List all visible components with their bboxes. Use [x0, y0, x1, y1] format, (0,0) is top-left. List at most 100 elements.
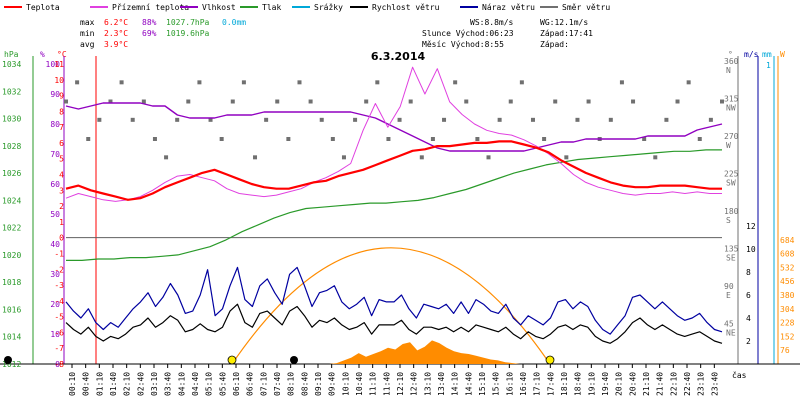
x-tick-label: 15:10 [478, 372, 487, 396]
direction-point [419, 155, 424, 160]
direction-point [175, 117, 180, 122]
x-tick-label: 01:40 [109, 372, 118, 396]
dir-tick-label: 90 [724, 282, 734, 291]
x-tick-label: 18:10 [560, 372, 569, 396]
x-tick-label: 00:10 [68, 372, 77, 396]
direction-point [130, 117, 135, 122]
legend-label: Teplota [26, 3, 60, 12]
hpa-tick-label: 1018 [2, 278, 21, 287]
x-tick-label: 19:10 [587, 372, 596, 396]
ms-tick-label: 10 [746, 245, 756, 254]
temp-tick-label: 9 [59, 92, 64, 101]
direction-point [241, 80, 246, 85]
x-tick-label: 19:40 [601, 372, 610, 396]
ms-tick-label: 2 [746, 337, 751, 346]
dir-tick-label: 315 [724, 95, 739, 104]
dir-name-label: SW [726, 179, 736, 188]
direction-point [697, 137, 702, 141]
x-tick-label: 14:10 [451, 372, 460, 396]
x-tick-label: 22:10 [669, 372, 678, 396]
direction-point [619, 80, 624, 85]
series-line-teplota [65, 140, 722, 201]
direction-point [386, 137, 391, 141]
temp-tick-label: -4 [54, 297, 64, 306]
hpa-tick-label: 1034 [2, 60, 21, 69]
direction-point [519, 80, 524, 85]
legend-label: Tlak [262, 3, 281, 12]
x-tick-label: 16:10 [505, 372, 514, 396]
direction-point [720, 99, 724, 104]
direction-point [408, 99, 413, 104]
ms-tick-label: 6 [746, 291, 751, 300]
direction-point [375, 80, 380, 85]
hpa-tick-label: 1022 [2, 224, 21, 233]
direction-point [141, 99, 146, 104]
x-tick-label: 14:40 [464, 372, 473, 396]
line-series [65, 66, 723, 344]
direction-point [453, 80, 458, 85]
dir-name-label: E [726, 291, 731, 300]
x-tick-label: 03:10 [150, 372, 159, 396]
direction-point [653, 155, 658, 160]
x-tick-label: 18:40 [574, 372, 583, 396]
dir-tick-label: 225 [724, 170, 739, 179]
direction-point [542, 137, 547, 141]
direction-point [364, 99, 369, 104]
hpa-tick-label: 1026 [2, 169, 21, 178]
temp-tick-label: -7 [54, 344, 64, 353]
direction-point [553, 99, 558, 104]
direction-point [197, 80, 202, 85]
direction-point [530, 117, 535, 122]
temp-tick-label: -6 [54, 328, 64, 337]
stat-moon-set: Západ: [540, 40, 569, 49]
direction-point [208, 117, 213, 122]
direction-point [575, 117, 580, 122]
wind-direction-series [64, 80, 724, 160]
direction-point [353, 117, 358, 122]
x-tick-label: 05:40 [218, 372, 227, 396]
direction-point [430, 137, 435, 141]
solar-area [300, 340, 520, 364]
ms-tick-label: 8 [746, 268, 751, 277]
series-line-n-raz-v-tru [65, 266, 723, 335]
sun-path [231, 247, 551, 365]
axis-label-dir: ° [728, 50, 733, 59]
stat-ws: WS:8.8m/s [470, 18, 514, 27]
hpa-tick-label: 1032 [2, 87, 21, 96]
temp-tick-label: -5 [54, 313, 64, 322]
dir-name-label: W [726, 141, 731, 150]
hpa-tick-label: 1028 [2, 142, 21, 151]
x-tick-label: 21:40 [656, 372, 665, 396]
stat-value-h: 69% [142, 29, 157, 38]
pct-tick-label: 60 [50, 180, 60, 189]
stat-sun-set: Západ:17:41 [540, 29, 593, 38]
x-tick-label: 07:10 [259, 372, 268, 396]
x-tick-label: 17:10 [533, 372, 542, 396]
legend-label: Náraz větru [482, 3, 535, 12]
axis-label-hpa: hPa [4, 50, 19, 59]
stat-label: avg [80, 40, 95, 49]
moon-marker-left [4, 356, 12, 364]
markers [4, 355, 555, 365]
pct-tick-label: 50 [50, 210, 60, 219]
pct-tick-label: 70 [50, 150, 60, 159]
legend: Teplota Přízemní teplota Vlhkost Tlak Srážky… [4, 3, 610, 12]
solar-series [300, 340, 520, 364]
dir-tick-label: 180 [724, 207, 739, 216]
direction-point [319, 117, 324, 122]
stat-value-p: 1019.6hPa [166, 29, 210, 38]
stat-wg: WG:12.1m/s [540, 18, 588, 27]
x-tick-label: 08:10 [287, 372, 296, 396]
pct-tick-label: 0 [55, 360, 60, 369]
dir-tick-label: 360 [724, 57, 739, 66]
direction-point [486, 155, 491, 160]
mm-tick-label: 1 [766, 61, 771, 70]
axis-label-pct: % [40, 50, 45, 59]
hpa-tick-label: 1020 [2, 251, 21, 260]
wm2-tick-label: 152 [780, 332, 795, 341]
stat-value-p: 1027.7hPa [166, 18, 210, 27]
direction-point [341, 155, 346, 160]
axis-label-wm2: W [780, 50, 785, 59]
x-tick-label: 21:10 [642, 372, 651, 396]
